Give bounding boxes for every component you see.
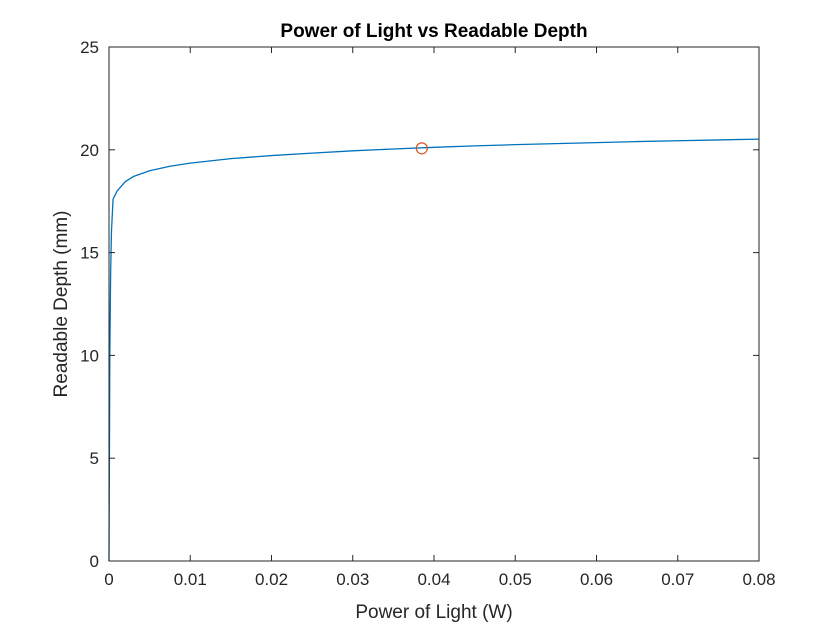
y-tick-label: 0 bbox=[90, 552, 99, 571]
x-tick-label: 0 bbox=[104, 570, 113, 589]
x-tick-label: 0.01 bbox=[174, 570, 207, 589]
x-tick-label: 0.06 bbox=[580, 570, 613, 589]
x-tick-label: 0.02 bbox=[255, 570, 288, 589]
y-tick-label: 10 bbox=[80, 346, 99, 365]
x-tick-label: 0.05 bbox=[499, 570, 532, 589]
plot-area bbox=[109, 47, 759, 561]
y-axis: 0 5 10 15 20 25 bbox=[80, 38, 759, 571]
chart-title: Power of Light vs Readable Depth bbox=[280, 21, 587, 42]
x-tick-label: 0.04 bbox=[417, 570, 450, 589]
x-axis-label: Power of Light (W) bbox=[355, 602, 512, 623]
x-tick-label: 0.08 bbox=[742, 570, 775, 589]
x-axis: 0 0.01 0.02 0.03 0.04 0.05 0.06 0.07 0.08 bbox=[104, 47, 776, 589]
y-tick-label: 5 bbox=[90, 449, 99, 468]
x-tick-label: 0.03 bbox=[336, 570, 369, 589]
depth-curve-line bbox=[108, 138, 760, 562]
y-tick-label: 20 bbox=[80, 141, 99, 160]
x-tick-label: 0.07 bbox=[661, 570, 694, 589]
series-layer bbox=[108, 138, 760, 562]
highlight-point-marker bbox=[415, 142, 428, 155]
y-tick-label: 25 bbox=[80, 38, 99, 57]
y-axis-label: Readable Depth (mm) bbox=[51, 211, 72, 398]
y-tick-label: 15 bbox=[80, 244, 99, 263]
